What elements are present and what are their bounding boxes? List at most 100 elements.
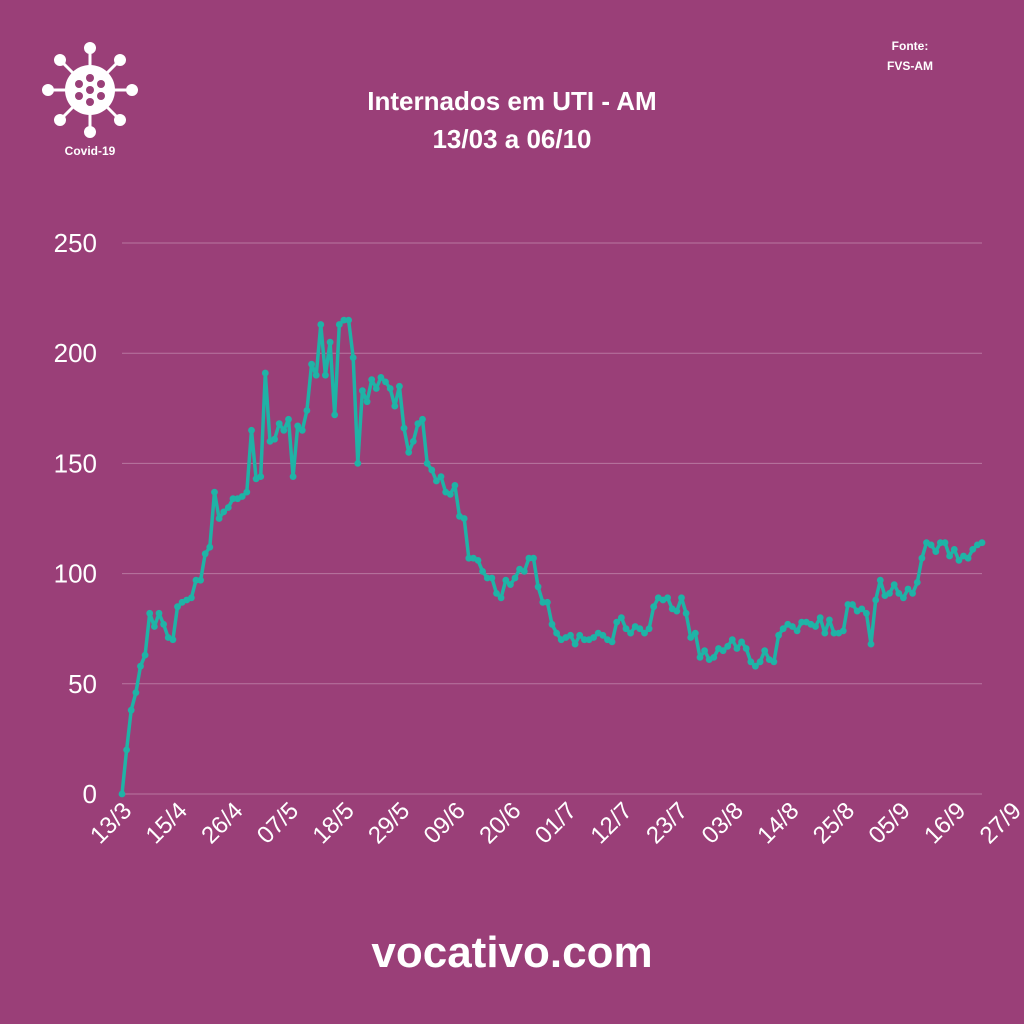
- data-point: [613, 618, 621, 626]
- data-point: [830, 629, 838, 637]
- data-point: [127, 706, 135, 714]
- data-point: [331, 411, 339, 419]
- x-tick-label: 25/8: [808, 797, 860, 849]
- data-point: [345, 316, 352, 324]
- footer-site: vocativo.com: [371, 928, 653, 977]
- data-point: [377, 374, 385, 381]
- data-point: [553, 629, 560, 637]
- x-tick-label: 01/7: [530, 797, 582, 849]
- y-tick-label: 250: [54, 228, 97, 258]
- data-point: [752, 662, 759, 670]
- data-point: [534, 583, 542, 591]
- data-point: [863, 609, 870, 617]
- data-point: [687, 634, 695, 641]
- data-point: [211, 488, 218, 496]
- covid-logo: Covid-19: [40, 40, 140, 170]
- data-point: [608, 638, 616, 646]
- data-point: [775, 631, 782, 639]
- y-tick-label: 50: [68, 669, 97, 699]
- data-point: [488, 574, 496, 582]
- data-point: [502, 576, 510, 584]
- data-point: [950, 546, 958, 553]
- title-line-1: Internados em UTI - AM: [367, 86, 657, 116]
- data-point: [590, 634, 597, 641]
- x-tick-label: 23/7: [641, 797, 693, 849]
- data-point: [151, 623, 158, 630]
- data-point: [645, 625, 653, 633]
- data-point: [169, 636, 177, 644]
- data-point: [599, 631, 607, 639]
- data-point: [872, 596, 880, 604]
- data-point: [354, 460, 362, 467]
- data-point: [756, 658, 764, 666]
- data-point: [895, 590, 903, 597]
- data-point: [927, 541, 935, 549]
- data-point: [238, 493, 246, 500]
- data-point: [849, 601, 856, 608]
- data-point: [132, 689, 140, 696]
- data-point: [636, 625, 644, 633]
- x-tick-label: 12/7: [586, 797, 638, 849]
- source-note: Fonte: FVS-AM: [850, 36, 970, 76]
- data-point: [141, 651, 149, 659]
- data-point: [275, 420, 283, 428]
- data-point: [215, 515, 223, 522]
- data-point: [248, 426, 255, 434]
- data-point: [544, 598, 551, 606]
- data-point: [137, 662, 144, 670]
- data-point: [400, 424, 408, 432]
- data-point: [243, 488, 251, 496]
- data-point: [188, 594, 195, 602]
- data-point: [197, 576, 205, 584]
- data-point: [673, 607, 681, 615]
- data-point: [146, 609, 154, 617]
- data-point: [303, 407, 311, 414]
- data-point: [978, 539, 986, 547]
- data-point: [511, 574, 519, 582]
- data-point: [664, 594, 671, 602]
- virus-icon: [42, 42, 138, 138]
- data-point: [308, 360, 315, 368]
- data-point: [946, 552, 953, 560]
- data-point: [627, 629, 634, 637]
- data-point: [423, 460, 431, 467]
- data-point: [793, 627, 801, 635]
- data-point: [770, 658, 778, 666]
- data-point: [419, 415, 426, 423]
- data-point: [761, 647, 769, 655]
- data-point: [724, 642, 732, 650]
- data-point: [682, 609, 690, 617]
- data-point: [474, 557, 482, 564]
- data-point: [520, 568, 528, 575]
- y-tick-label: 0: [83, 779, 97, 809]
- data-point: [451, 482, 459, 489]
- x-tick-label: 29/5: [363, 797, 415, 849]
- series-line: [120, 318, 984, 796]
- data-point: [289, 473, 297, 480]
- data-point: [789, 623, 796, 630]
- data-point: [206, 543, 214, 551]
- data-point: [479, 568, 486, 575]
- data-point: [382, 378, 389, 386]
- data-point: [641, 629, 648, 637]
- data-point: [317, 321, 325, 328]
- data-point: [904, 585, 912, 593]
- data-point: [507, 581, 514, 588]
- data-point: [747, 658, 755, 666]
- data-point: [368, 376, 376, 383]
- data-point: [890, 581, 898, 588]
- x-tick-label: 07/5: [252, 797, 304, 849]
- data-point: [964, 554, 972, 562]
- data-point: [493, 590, 500, 597]
- data-point: [918, 554, 926, 562]
- y-tick-label: 100: [54, 559, 97, 589]
- data-point: [932, 548, 940, 555]
- data-point: [271, 435, 278, 443]
- data-point: [497, 594, 505, 602]
- data-point: [359, 387, 366, 395]
- data-point: [913, 579, 921, 586]
- data-point: [941, 539, 949, 547]
- data-point: [900, 594, 907, 602]
- data-point: [322, 371, 329, 379]
